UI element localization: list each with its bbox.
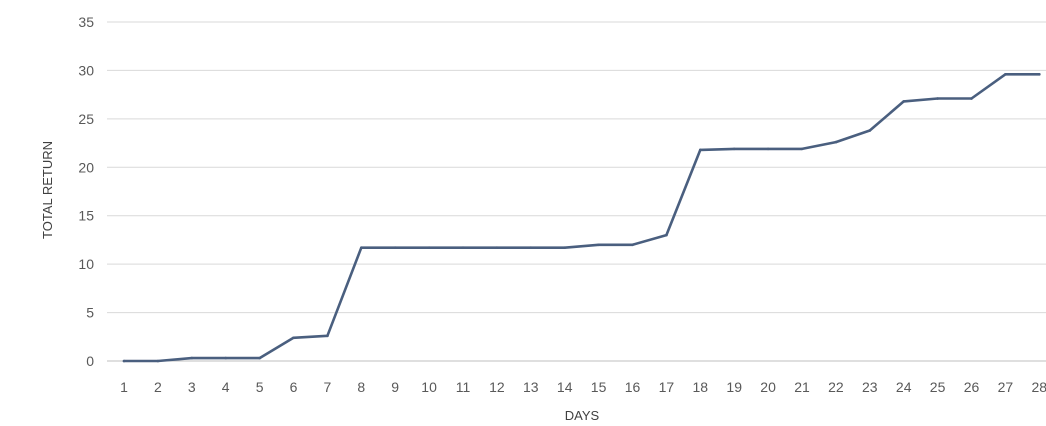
data-point — [699, 148, 702, 152]
data-point — [224, 356, 227, 360]
x-tick-label: 24 — [896, 379, 912, 395]
x-tick-label: 14 — [557, 379, 573, 395]
data-point — [766, 147, 770, 151]
x-tick-label: 6 — [290, 379, 298, 395]
x-tick-label: 20 — [760, 379, 776, 395]
y-tick-label: 5 — [86, 305, 94, 321]
data-point — [1004, 73, 1007, 76]
x-tick-label: 27 — [998, 379, 1014, 395]
x-tick-label: 13 — [523, 379, 539, 395]
gridlines — [107, 21, 1046, 362]
x-tick-label: 1 — [120, 379, 128, 395]
data-point — [529, 246, 533, 249]
x-tick-label: 16 — [625, 379, 641, 395]
data-point — [122, 359, 126, 363]
y-axis-ticks: 0 5 10 15 20 25 30 35 — [78, 14, 94, 369]
x-tick-label: 17 — [659, 379, 675, 395]
x-tick-label: 18 — [693, 379, 709, 395]
x-tick-label: 15 — [591, 379, 607, 395]
series-line — [122, 73, 1041, 363]
data-point — [834, 140, 838, 144]
data-point — [970, 97, 973, 100]
y-axis-title: TOTAL RETURN — [40, 141, 55, 239]
y-tick-label: 0 — [86, 353, 94, 369]
data-point — [326, 334, 329, 338]
data-point — [461, 246, 465, 249]
data-point — [868, 129, 872, 132]
y-tick-label: 35 — [78, 14, 94, 30]
data-point — [800, 147, 804, 151]
data-point — [190, 356, 194, 360]
data-point — [1038, 73, 1041, 76]
x-tick-label: 12 — [489, 379, 505, 395]
data-point — [427, 246, 431, 249]
x-tick-label: 3 — [188, 379, 196, 395]
x-tick-label: 9 — [391, 379, 399, 395]
x-tick-label: 11 — [456, 379, 471, 395]
series-layer — [122, 73, 1041, 363]
x-tick-label: 2 — [154, 379, 162, 395]
data-point — [597, 243, 600, 247]
data-point — [732, 147, 736, 151]
x-tick-label: 19 — [726, 379, 742, 395]
data-point — [665, 233, 668, 237]
x-tick-label: 22 — [828, 379, 844, 395]
x-tick-label: 25 — [930, 379, 946, 395]
data-point — [393, 246, 397, 249]
x-tick-label: 21 — [794, 379, 810, 395]
data-point — [563, 246, 566, 249]
x-tick-label: 4 — [222, 379, 230, 395]
data-point — [936, 97, 939, 100]
x-tick-label: 8 — [357, 379, 365, 395]
y-tick-label: 25 — [78, 111, 94, 127]
data-point — [292, 336, 295, 340]
y-tick-label: 20 — [78, 159, 94, 175]
x-tick-label: 26 — [964, 379, 980, 395]
x-tick-label: 28 — [1032, 379, 1046, 395]
x-axis-ticks: 1 2 3 4 5 6 7 8 9 10 11 12 13 14 15 16 17 18 19 20 21 22 23 24 2… — [120, 379, 1046, 395]
data-point — [631, 243, 634, 247]
data-point — [156, 359, 160, 363]
x-tick-label: 10 — [421, 379, 437, 395]
y-tick-label: 30 — [78, 62, 94, 78]
data-point — [902, 100, 905, 103]
y-tick-label: 15 — [78, 208, 94, 224]
x-tick-label: 5 — [256, 379, 264, 395]
y-tick-label: 10 — [78, 256, 94, 272]
x-tick-label: 7 — [324, 379, 332, 395]
data-point — [258, 356, 261, 360]
data-point — [495, 246, 499, 249]
x-tick-label: 23 — [862, 379, 878, 395]
x-axis-title: DAYS — [565, 408, 600, 423]
data-point — [360, 246, 363, 249]
